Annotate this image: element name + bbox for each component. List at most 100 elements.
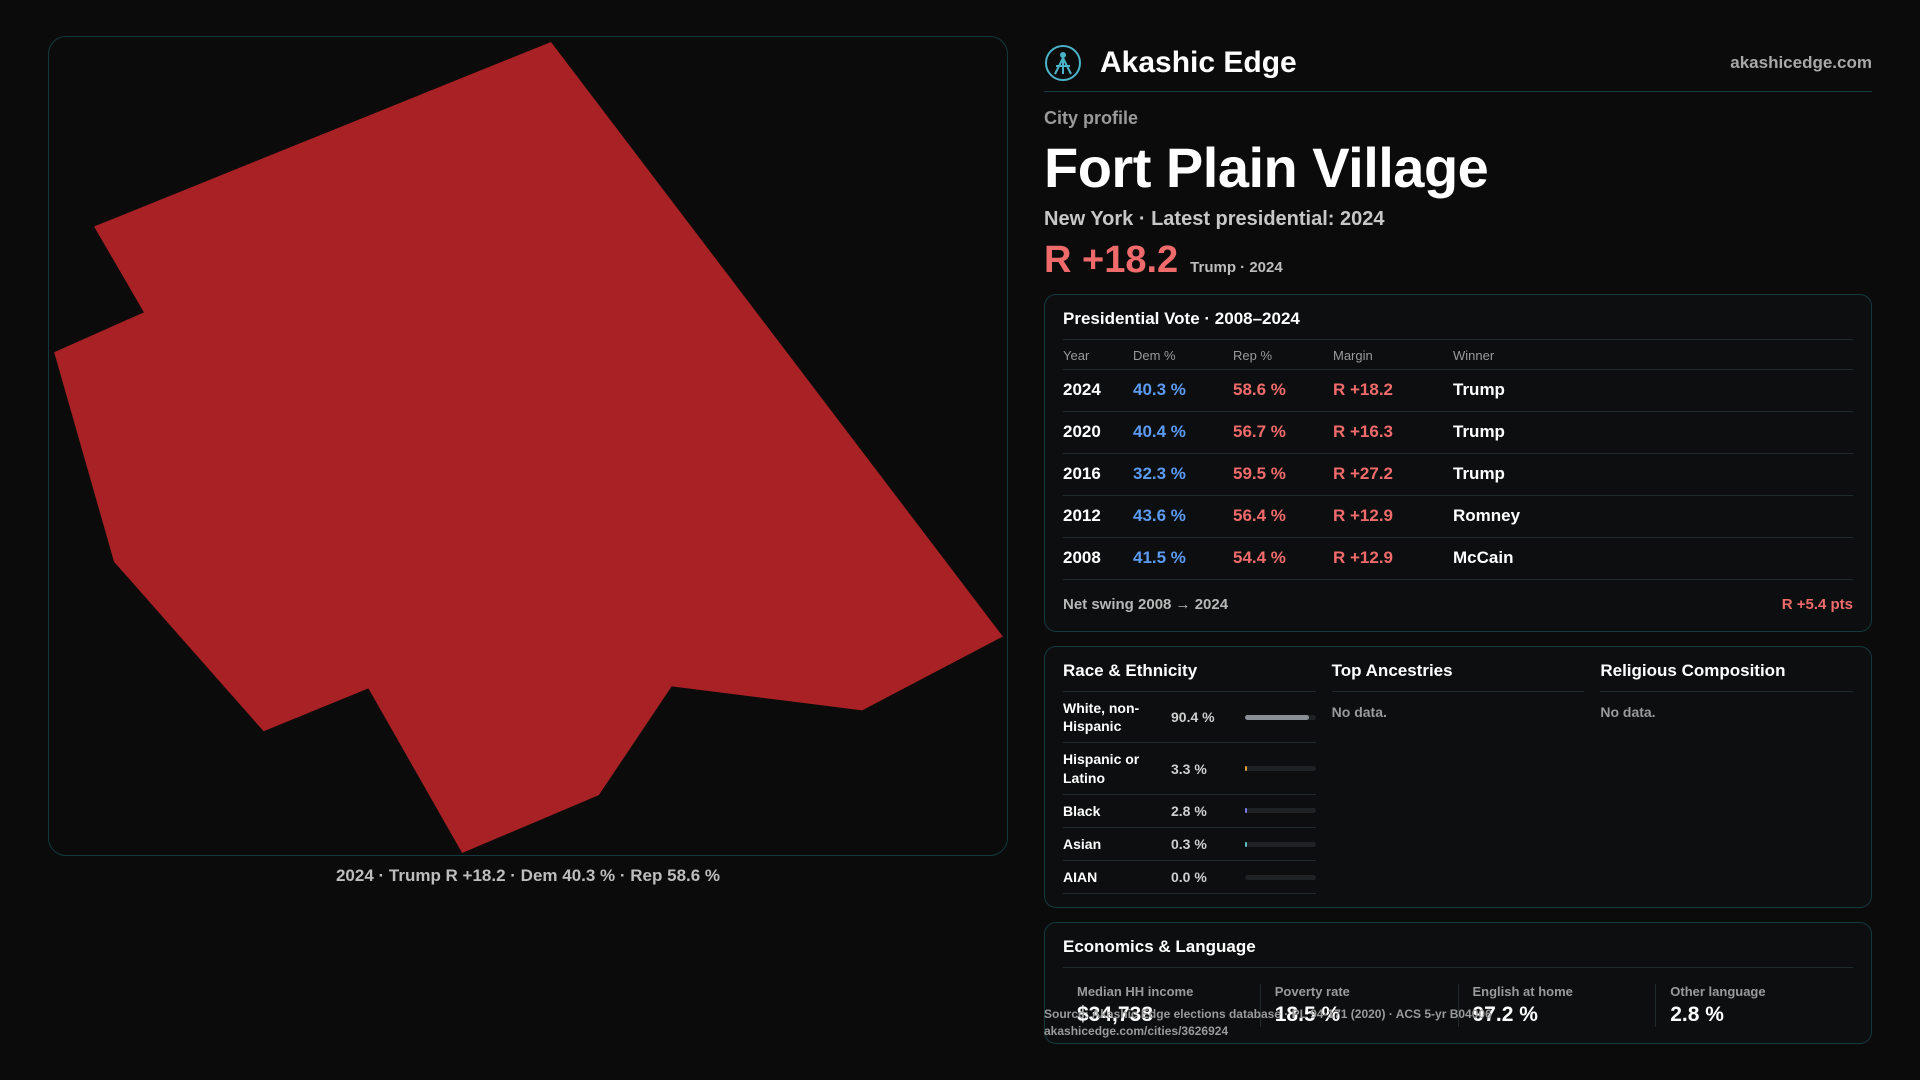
econ-value: 97.2 % bbox=[1472, 1003, 1538, 1026]
location-subtitle: New York · Latest presidential: 2024 bbox=[1044, 208, 1385, 230]
race-bar bbox=[1245, 714, 1316, 720]
race-pct: 3.3 % bbox=[1171, 760, 1207, 777]
akashic-logo-icon bbox=[1045, 44, 1081, 81]
row-margin: R +27.2 bbox=[1333, 453, 1453, 496]
source-url-link[interactable]: akashicedge.com/cities/3626924 bbox=[1044, 1023, 1229, 1038]
row-margin: R +12.9 bbox=[1333, 537, 1453, 580]
row-rep: 56.4 % bbox=[1233, 495, 1333, 538]
race-row: White, non-Hispanic 90.4 % bbox=[1063, 692, 1316, 744]
ancestries-title: Top Ancestries bbox=[1331, 661, 1585, 692]
race-bar-fill bbox=[1245, 841, 1248, 847]
vote-table: Year Dem % Rep % Margin Winner 2024 40.3… bbox=[1063, 340, 1853, 580]
margin-value: R +18.2 bbox=[1044, 239, 1179, 281]
brand[interactable]: Akashic Edge bbox=[1044, 44, 1297, 82]
row-rep: 59.5 % bbox=[1233, 453, 1333, 496]
row-dem: 40.3 % bbox=[1133, 369, 1233, 412]
econ-item: English at home 97.2 % bbox=[1457, 984, 1656, 1027]
row-rep: 58.6 % bbox=[1233, 369, 1333, 412]
race-bar-fill bbox=[1245, 714, 1309, 720]
header-winner: Winner bbox=[1453, 340, 1853, 370]
row-winner: Trump bbox=[1453, 453, 1853, 496]
econ-value: 18.5 % bbox=[1274, 1003, 1341, 1026]
site-url-link[interactable]: akashicedge.com bbox=[1730, 52, 1872, 72]
race-row: AIAN 0.0 % bbox=[1063, 861, 1316, 895]
econ-label: English at home bbox=[1472, 984, 1573, 999]
header-dem: Dem % bbox=[1133, 340, 1233, 370]
source-line: Source: Akashic Edge elections database … bbox=[1044, 1007, 1492, 1021]
race-label: Hispanic or Latino bbox=[1063, 751, 1140, 786]
page-title: Fort Plain Village bbox=[1044, 136, 1489, 199]
source-note: Source: Akashic Edge elections database … bbox=[1044, 1006, 1492, 1040]
economics-title: Economics & Language bbox=[1063, 937, 1853, 968]
presidential-vote-card: Presidential Vote · 2008–2024 Year Dem %… bbox=[1044, 294, 1872, 632]
header-year: Year bbox=[1063, 340, 1133, 370]
row-winner: Trump bbox=[1453, 369, 1853, 412]
row-year: 2024 bbox=[1063, 369, 1133, 412]
econ-value: 2.8 % bbox=[1670, 1003, 1724, 1026]
swing-label: Net swing 2008 → 2024 bbox=[1063, 596, 1229, 613]
row-year: 2008 bbox=[1063, 537, 1133, 580]
header-margin: Margin bbox=[1333, 340, 1453, 370]
race-row: Asian 0.3 % bbox=[1063, 828, 1316, 862]
econ-item: Median HH income $34,738 bbox=[1063, 984, 1260, 1027]
row-dem: 41.5 % bbox=[1133, 537, 1233, 580]
page-kicker: City profile bbox=[1044, 108, 1139, 128]
row-year: 2016 bbox=[1063, 453, 1133, 496]
row-dem: 43.6 % bbox=[1133, 495, 1233, 538]
row-winner: Romney bbox=[1453, 495, 1853, 538]
econ-label: Other language bbox=[1670, 984, 1766, 999]
race-bar bbox=[1245, 766, 1316, 772]
econ-value: $34,738 bbox=[1077, 1003, 1153, 1026]
ancestries-empty: No data. bbox=[1331, 704, 1387, 720]
table-row: 2024 40.3 % 58.6 % R +18.2 Trump bbox=[1063, 369, 1853, 412]
race-row: Black 2.8 % bbox=[1063, 795, 1316, 828]
race-label: Asian bbox=[1063, 835, 1102, 852]
religion-empty: No data. bbox=[1600, 704, 1656, 720]
econ-label: Poverty rate bbox=[1274, 984, 1350, 999]
table-row: 2016 32.3 % 59.5 % R +27.2 Trump bbox=[1063, 453, 1853, 496]
brand-name: Akashic Edge bbox=[1100, 45, 1297, 79]
race-pct: 90.4 % bbox=[1171, 709, 1215, 726]
row-winner: McCain bbox=[1453, 537, 1853, 580]
race-label: AIAN bbox=[1063, 869, 1098, 886]
economics-grid: Median HH income $34,738 Poverty rate 18… bbox=[1063, 984, 1853, 1027]
race-title: Race & Ethnicity bbox=[1063, 661, 1316, 692]
economics-card: Economics & Language Median HH income $3… bbox=[1044, 922, 1872, 1044]
table-row: 2008 41.5 % 54.4 % R +12.9 McCain bbox=[1063, 537, 1853, 580]
race-pct: 0.3 % bbox=[1171, 836, 1207, 853]
map-panel[interactable] bbox=[48, 36, 1008, 856]
latest-margin: R +18.2 Trump · 2024 bbox=[1044, 239, 1872, 282]
race-label: White, non-Hispanic bbox=[1063, 700, 1140, 735]
vote-card-title: Presidential Vote · 2008–2024 bbox=[1063, 309, 1853, 340]
swing-value: R +5.4 pts bbox=[1781, 596, 1853, 613]
race-bar bbox=[1245, 808, 1316, 814]
econ-item: Other language 2.8 % bbox=[1655, 984, 1853, 1027]
race-ethnicity-section: Race & Ethnicity White, non-Hispanic 90.… bbox=[1063, 661, 1316, 895]
row-rep: 54.4 % bbox=[1233, 537, 1333, 580]
econ-item: Poverty rate 18.5 % bbox=[1259, 984, 1458, 1027]
race-bar-fill bbox=[1245, 808, 1248, 814]
row-margin: R +16.3 bbox=[1333, 411, 1453, 454]
row-margin: R +12.9 bbox=[1333, 495, 1453, 538]
row-rep: 56.7 % bbox=[1233, 411, 1333, 454]
row-year: 2012 bbox=[1063, 495, 1133, 538]
ancestries-section: Top Ancestries No data. bbox=[1331, 661, 1585, 893]
religion-title: Religious Composition bbox=[1600, 661, 1854, 692]
race-pct: 0.0 % bbox=[1171, 869, 1207, 886]
header-rep: Rep % bbox=[1233, 340, 1333, 370]
city-boundary-shape[interactable] bbox=[54, 41, 1003, 854]
race-bar bbox=[1245, 874, 1316, 880]
table-row: 2012 43.6 % 56.4 % R +12.9 Romney bbox=[1063, 495, 1853, 538]
table-row: 2020 40.4 % 56.7 % R +16.3 Trump bbox=[1063, 411, 1853, 454]
econ-label: Median HH income bbox=[1077, 984, 1194, 999]
race-bar bbox=[1245, 841, 1316, 847]
boundary-map[interactable] bbox=[49, 37, 1007, 855]
race-bar-fill bbox=[1245, 766, 1248, 772]
row-margin: R +18.2 bbox=[1333, 369, 1453, 412]
row-dem: 32.3 % bbox=[1133, 453, 1233, 496]
margin-note: Trump · 2024 bbox=[1190, 259, 1283, 276]
profile-column: Akashic Edge akashicedge.com City profil… bbox=[1044, 34, 1872, 1044]
row-winner: Trump bbox=[1453, 411, 1853, 454]
row-year: 2020 bbox=[1063, 411, 1133, 454]
map-caption: 2024 · Trump R +18.2 · Dem 40.3 % · Rep … bbox=[335, 866, 721, 885]
